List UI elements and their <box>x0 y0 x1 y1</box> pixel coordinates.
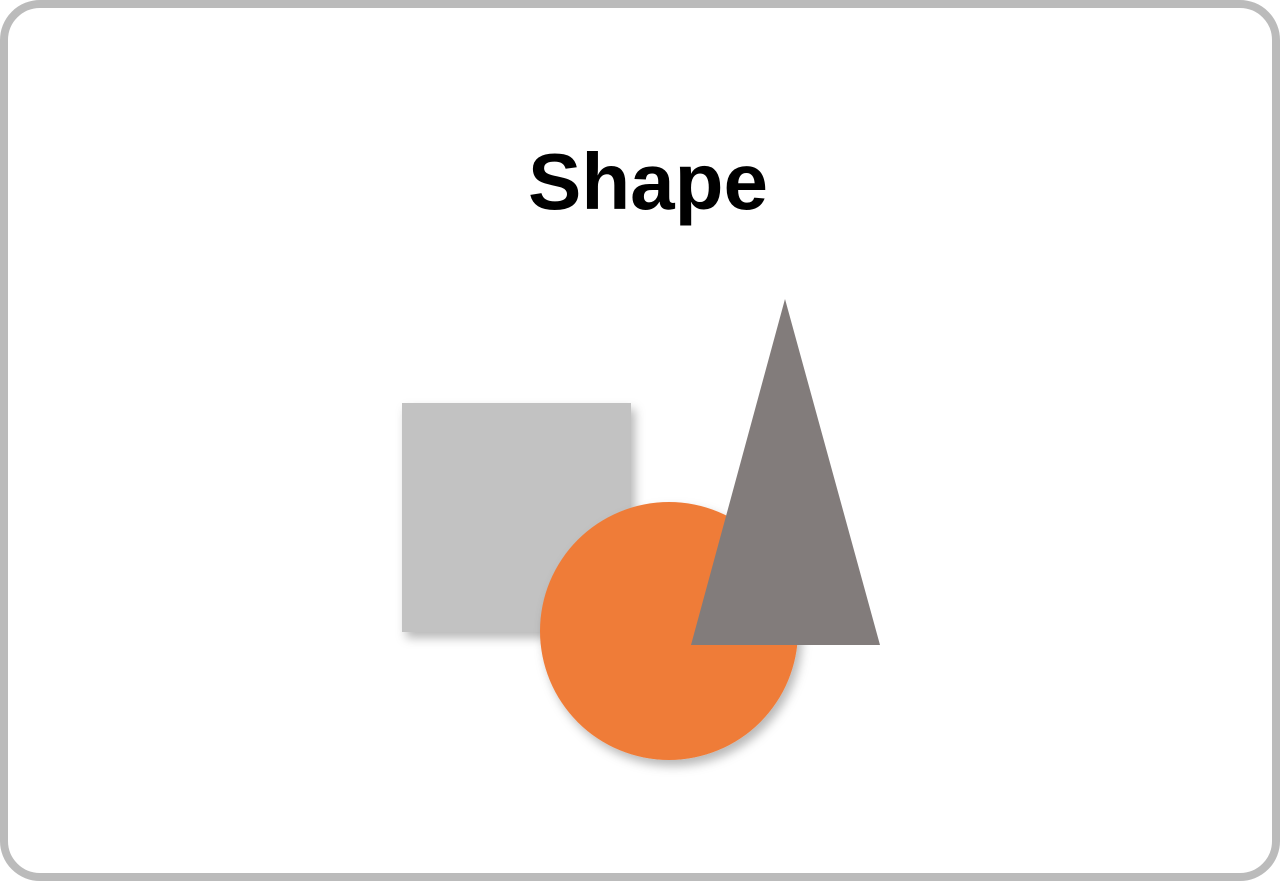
shapes-illustration <box>402 299 880 760</box>
triangle-icon <box>691 299 880 645</box>
page-title: Shape <box>527 137 769 226</box>
